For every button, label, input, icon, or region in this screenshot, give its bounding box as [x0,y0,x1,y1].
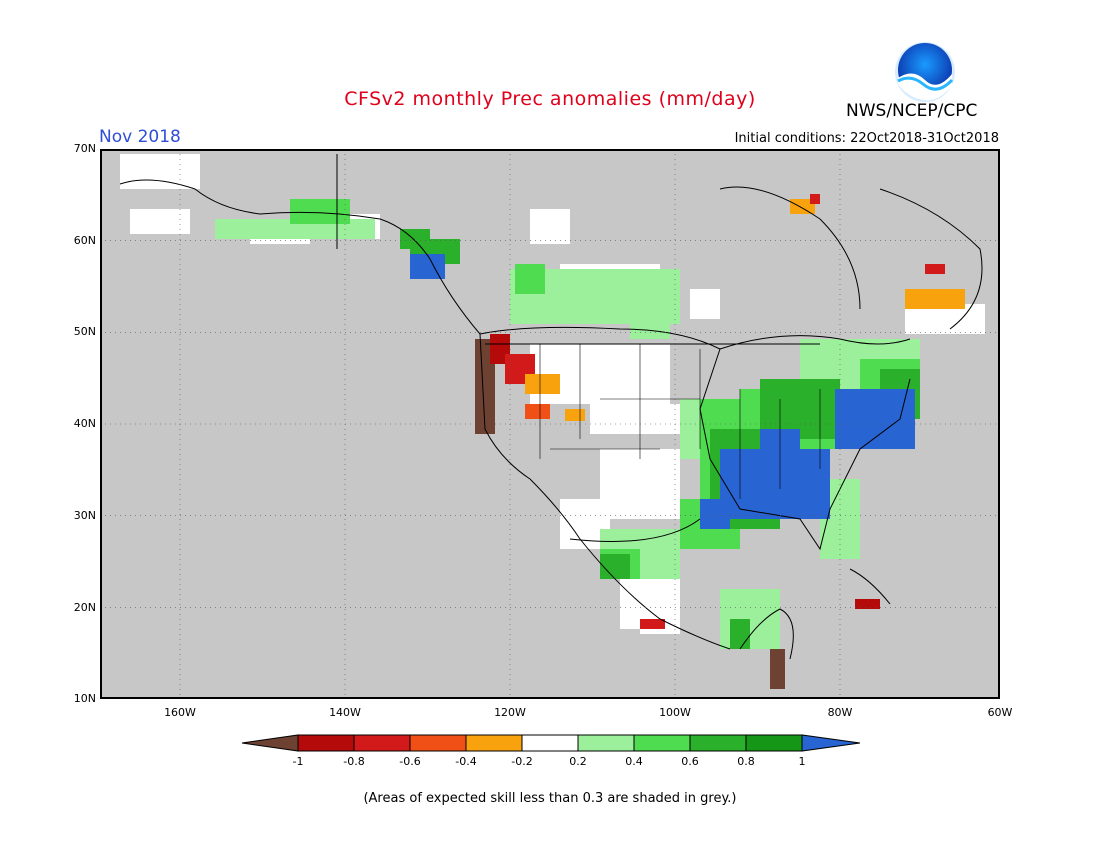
lon-label: 140W [329,706,361,719]
lat-label: 30N [73,508,96,522]
legend-arrow-low [241,734,299,752]
legend-tick-label: -1 [293,755,304,768]
chart-title: CFSv2 monthly Prec anomalies (mm/day) [344,88,756,110]
lon-label: 160W [164,706,196,719]
legend-swatch [465,734,523,752]
precip-anomaly-map [100,149,1000,699]
lat-label: 10N [73,692,96,706]
legend-swatch [353,734,411,752]
footnote: (Areas of expected skill less than 0.3 a… [363,791,737,806]
state-borders [539,344,821,499]
legend-tick-label: 0.8 [737,755,755,768]
lat-label: 40N [73,417,96,431]
forecast-month: Nov 2018 [99,127,181,147]
legend-swatch [633,734,691,752]
legend-tick-label: -0.4 [455,755,476,768]
legend-swatch [409,734,467,752]
color-legend: -1 -0.8 -0.6 -0.4 -0.2 0.2 0.4 0.6 0.8 1 [241,734,860,768]
legend-swatch [521,734,579,752]
coastlines [119,154,983,660]
legend-swatch [745,734,803,752]
legend-swatch [689,734,747,752]
lat-label: 60N [73,233,96,247]
lon-label: 60W [987,706,1013,719]
lat-label: 20N [73,600,96,614]
legend-tick-label: 0.6 [681,755,699,768]
legend-swatch [577,734,635,752]
legend-tick-label: 1 [799,755,806,768]
lon-label: 80W [827,706,853,719]
noaa-logo-icon [895,42,955,102]
legend-tick-label: 0.2 [569,755,587,768]
legend-swatch [297,734,355,752]
lat-label: 50N [73,325,96,339]
lat-label: 70N [73,142,96,155]
agency-label: NWS/NCEP/CPC [846,101,978,121]
lon-label: 120W [494,706,526,719]
blue-regions [410,254,915,529]
legend-tick-label: 0.4 [625,755,643,768]
legend-tick-label: -0.2 [511,755,532,768]
initial-conditions: Initial conditions: 22Oct2018-31Oct2018 [734,131,999,146]
gridlines [100,149,1000,699]
map-frame [100,149,1000,699]
lon-label: 100W [659,706,691,719]
legend-tick-label: -0.8 [343,755,364,768]
legend-tick-label: -0.6 [399,755,420,768]
legend-arrow-high [801,734,860,752]
